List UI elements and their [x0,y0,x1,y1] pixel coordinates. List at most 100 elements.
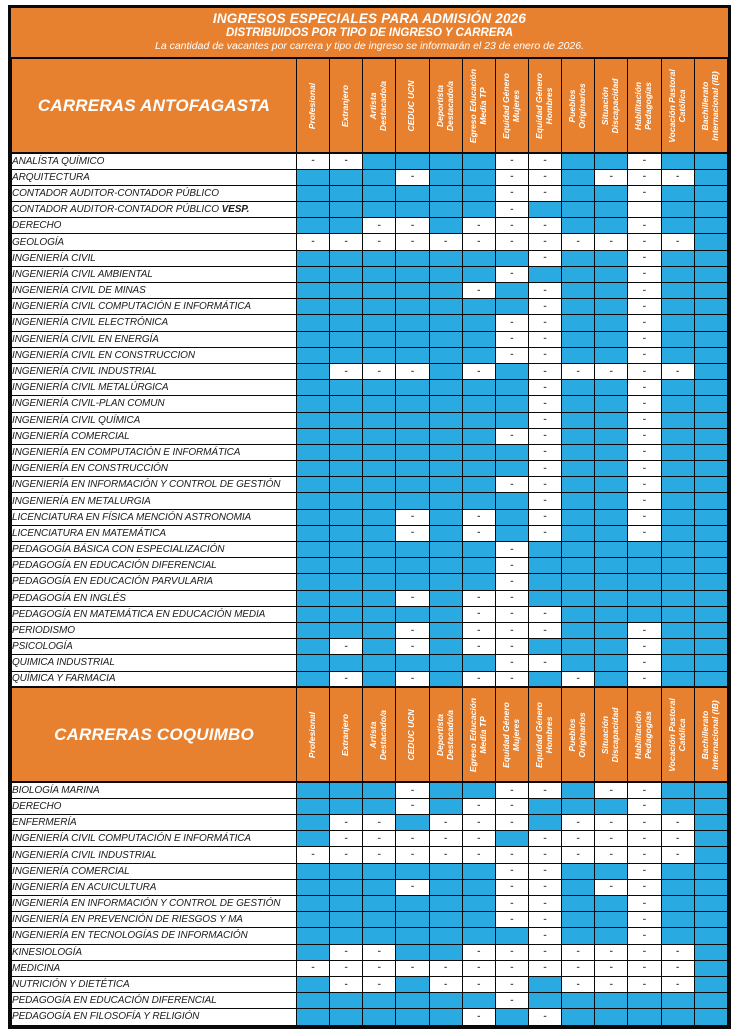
cell-available [428,184,463,203]
cell-available [494,249,529,267]
cell-available [594,670,629,688]
cell-dash: - [494,346,529,364]
cell-available [693,395,729,413]
cell-available [561,281,596,300]
cell-dash: - [395,797,430,816]
cell-available [561,443,596,462]
career-name: INGENIERÍA CIVIL EN ENERGÍA [11,330,297,348]
cell-available [295,878,331,897]
cell-empty [627,201,662,219]
cell-available [329,605,364,623]
cell-available [428,346,463,364]
cell-available [395,911,430,929]
cell-available [660,1008,695,1026]
cell-available [428,330,463,348]
cell-available [693,233,729,251]
cell-available [295,249,331,267]
cell-dash: - [527,443,563,462]
cell-dash: - [527,249,563,267]
cell-dash: - [362,975,397,994]
cell-available [594,249,629,267]
column-header-label: CEDUC UCN [406,80,417,131]
cell-available [461,460,496,478]
cell-dash: - [395,217,430,235]
cell-available [594,524,629,543]
cell-dash: - [494,670,529,688]
cell-available [395,862,430,880]
cell-available [627,573,662,591]
cell-available [329,654,364,672]
cell-available [693,346,729,364]
career-row: INGENIERÍA CIVIL AMBIENTAL - - [11,265,729,284]
cell-available [561,330,596,348]
cell-available [428,362,463,381]
cell-dash: - [362,217,397,235]
cell-available [627,992,662,1010]
section-header-row: CARRERAS COQUIMBO Profesional Extranjero Ar… [11,686,729,784]
cell-available [362,443,397,462]
career-name: INGENIERÍA EN INFORMACIÓN Y CONTROL DE G… [11,894,297,913]
cell-available [362,395,397,413]
cell-dash: - [362,943,397,961]
cell-available [428,443,463,462]
column-header-label: Situación Discapacidad [600,78,621,133]
cell-available [295,862,331,880]
career-row: INGENIERÍA CIVIL ELECTRÓNICA - - - [11,314,729,332]
column-header-label: Equidad Género Mujeres [501,72,521,139]
cell-dash: - [627,670,662,688]
career-name: INGENIERÍA EN TECNOLOGÍAS DE INFORMACIÓN [11,927,297,945]
cell-available [693,443,729,462]
cell-available [395,427,430,445]
cell-available [428,460,463,478]
career-row: NUTRICIÓN Y DIETÉTICA - - - - - - - - - [11,975,729,994]
cell-available [660,524,695,543]
cell-dash: - [428,959,463,977]
career-name: LICENCIATURA EN FÍSICA MENCIÓN ASTRONOMI… [11,508,297,526]
cell-dash: - [627,524,662,543]
cell-dash: - [594,846,629,864]
cell-available [362,492,397,510]
column-header-egreso-educacion-media-tp: Egreso Educación Media TP [461,57,496,154]
cell-dash: - [494,975,529,994]
cell-available [660,557,695,575]
cell-available [627,557,662,575]
cell-available [329,492,364,510]
cell-dash: - [594,168,629,186]
cell-dash: - [527,298,563,316]
cell-dash: - [627,814,662,832]
cell-available [295,524,331,543]
cell-available [561,476,596,494]
cell-dash: - [362,830,397,848]
careers-table: CARRERAS ANTOFAGASTA Profesional Extranjer… [11,57,729,1026]
cell-dash: - [561,943,596,961]
cell-available [428,476,463,494]
cell-available [561,492,596,510]
cell-dash: - [461,605,496,623]
column-header-label: Deportista Destacado/a [434,80,455,131]
cell-dash: - [494,621,529,640]
cell-available [660,411,695,429]
cell-available [527,670,563,688]
cell-dash: - [395,589,430,607]
cell-available [627,540,662,559]
cell-available [295,975,331,994]
career-row: INGENIERÍA EN INFORMACIÓN Y CONTROL DE G… [11,476,729,494]
cell-available [561,152,596,170]
cell-available [395,346,430,364]
career-row: INGENIERÍA EN PREVENCIÓN DE RIESGOS Y MA… [11,911,729,929]
career-name: PEDAGOGÍA EN EDUCACIÓN PARVULARIA [11,573,297,591]
cell-available [693,281,729,300]
cell-available [693,654,729,672]
cell-available [329,379,364,397]
cell-available [693,878,729,897]
career-name: INGENIERÍA CIVIL INDUSTRIAL [11,362,297,381]
career-row: ENFERMERÍA - - - - - - - - - [11,814,729,832]
cell-dash: - [527,152,563,170]
cell-available [295,492,331,510]
cell-available [693,330,729,348]
career-row: CONTADOR AUDITOR-CONTADOR PÚBLICO VESP. - [11,201,729,219]
cell-dash: - [494,573,529,591]
cell-available [594,265,629,284]
cell-dash: - [494,152,529,170]
section-title: CARRERAS COQUIMBO [11,686,297,784]
